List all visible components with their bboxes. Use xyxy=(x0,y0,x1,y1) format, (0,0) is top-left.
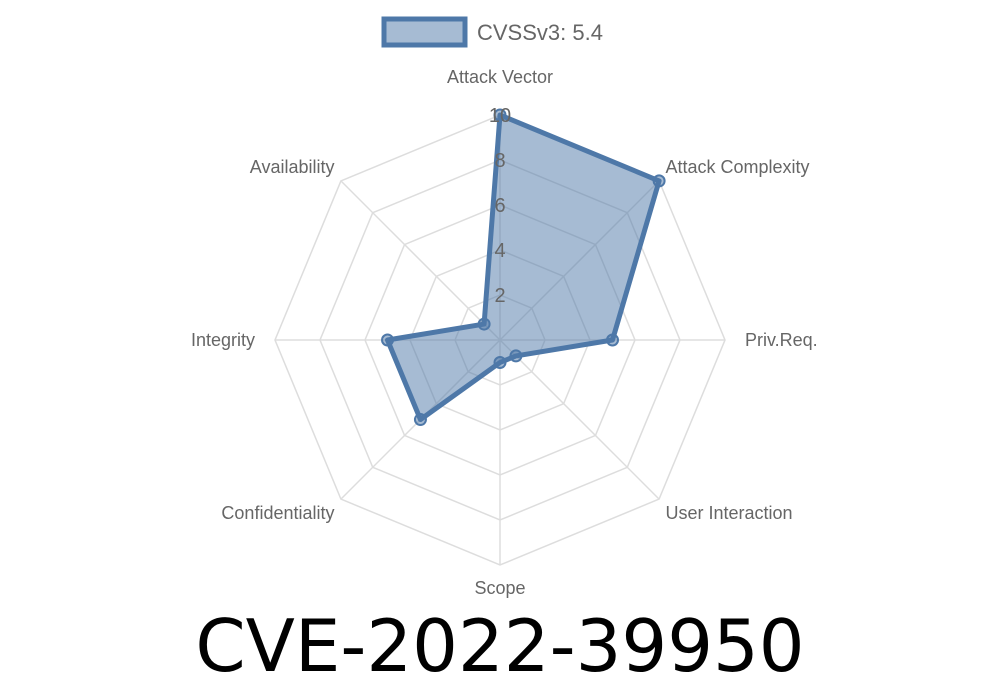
axis-label: Integrity xyxy=(191,330,255,350)
data-point xyxy=(509,349,523,363)
tick-label: 2 xyxy=(494,285,505,307)
data-point xyxy=(652,174,666,188)
data-point xyxy=(477,317,491,331)
grid-spoke xyxy=(340,180,501,341)
axis-label: Attack Vector xyxy=(447,67,553,87)
tick-label: 4 xyxy=(494,240,505,262)
tick-label: 8 xyxy=(494,150,505,172)
tick-label: 6 xyxy=(494,195,505,217)
data-point xyxy=(606,333,619,347)
axis-label: Priv.Req. xyxy=(745,330,818,350)
legend-swatch xyxy=(381,16,468,48)
tick-labels: 2 4 6 8 10 xyxy=(489,105,511,307)
legend-label: CVSSv3: 5.4 xyxy=(477,20,603,45)
chart-title: CVE-2022-39950 xyxy=(195,604,805,688)
axis-label: Availability xyxy=(250,157,335,177)
grid-spoke xyxy=(499,339,660,500)
axis-label: Confidentiality xyxy=(221,503,334,523)
data-point xyxy=(381,333,394,347)
series xyxy=(381,108,666,427)
legend[interactable]: CVSSv3: 5.4 xyxy=(381,16,603,48)
data-point xyxy=(413,413,427,427)
tick-label: 10 xyxy=(489,105,511,127)
axis-label: Attack Complexity xyxy=(666,157,810,177)
data-point xyxy=(493,356,507,369)
axis-label: Scope xyxy=(474,578,525,598)
axis-labels: Attack Vector Attack Complexity Priv.Req. U… xyxy=(191,67,818,598)
data-point xyxy=(493,108,507,122)
axis-label: User Interaction xyxy=(666,503,793,523)
